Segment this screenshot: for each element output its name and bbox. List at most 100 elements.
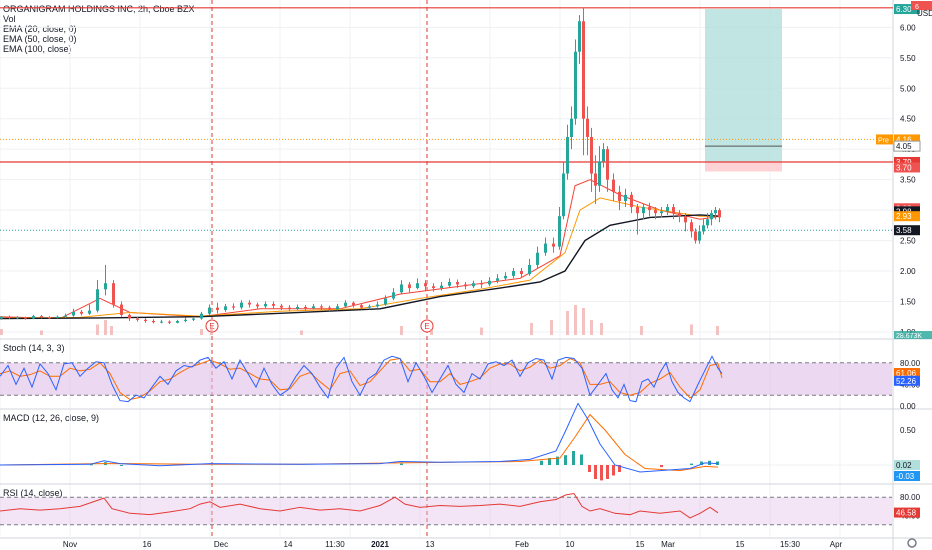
candle-body [152, 320, 155, 323]
candle-body [594, 173, 597, 186]
time-tick: Dec [214, 540, 228, 549]
candle-body [360, 305, 363, 308]
time-tick: 2021 [371, 540, 389, 549]
candle-body [96, 289, 99, 311]
candle-body [562, 173, 565, 217]
price-label-bg [894, 4, 920, 15]
volume-bar [640, 326, 643, 335]
time-tick: 14 [284, 540, 293, 549]
candle-body [248, 302, 251, 305]
candle-body [710, 213, 713, 220]
macd-hist-bar [580, 454, 583, 465]
candle-body [678, 213, 681, 217]
price-label-bg [894, 134, 920, 145]
candle-body [240, 302, 243, 308]
candle-body [602, 149, 605, 162]
volume-bar [110, 326, 113, 335]
candle-body [144, 319, 147, 321]
macd-hist-bar [700, 461, 703, 465]
time-tick: 15:30 [780, 540, 801, 549]
candle-body [416, 283, 419, 289]
candle-body [582, 21, 585, 119]
currency-label: USD [917, 9, 932, 18]
candle-body [586, 118, 589, 137]
volume-bar [430, 329, 433, 335]
stoch-legend: Stoch (14, 3, 3) [3, 343, 65, 353]
candle-body [544, 243, 547, 253]
settings-icon[interactable] [907, 538, 917, 548]
candle-body [232, 306, 235, 308]
candle-body [24, 317, 27, 319]
candle-body [618, 191, 621, 201]
rsi-band [0, 497, 892, 525]
legend-vol: Vol [3, 14, 16, 24]
price-label-bg [894, 156, 920, 167]
top-badge [911, 1, 932, 10]
candle-body [16, 317, 19, 319]
candle-body [566, 136, 569, 174]
time-tick: Apr [830, 540, 843, 549]
time-tick: 13 [426, 540, 435, 549]
volume-bar [530, 323, 533, 335]
price-tick: 1.50 [900, 297, 916, 306]
time-tick: Feb [515, 540, 529, 549]
volume-bar [590, 320, 593, 335]
price-label: 3.70 [896, 163, 912, 172]
target-zone [705, 9, 782, 162]
price-label-bg [894, 225, 920, 236]
candle-body [168, 321, 171, 323]
candle-body [304, 306, 307, 309]
legend-ema50: EMA (50, close, 0) [3, 34, 77, 44]
candle-body [400, 284, 403, 293]
stoch-d-label: 52.26 [896, 377, 917, 386]
price-label: 3.58 [896, 226, 912, 235]
candle-body [256, 304, 259, 307]
candle-body [642, 207, 645, 214]
candle-body [56, 316, 59, 318]
candle-body [570, 118, 573, 137]
price-label: 4.16 [896, 135, 912, 144]
macd-label-bg [894, 460, 920, 470]
candle-body [376, 304, 379, 307]
candle-body [606, 149, 609, 180]
macd-hist-bar [540, 460, 543, 465]
macd-hist-bar [564, 455, 567, 465]
macd-hist-bar [572, 451, 575, 465]
price-tick: 5.50 [900, 54, 916, 63]
macd-hist-bar [120, 465, 123, 466]
macd-line [0, 402, 719, 473]
macd-label: 0.02 [896, 461, 912, 470]
candle-body [690, 222, 693, 232]
macd-hist-bar [660, 465, 663, 468]
time-tick: 11:30 [325, 540, 345, 549]
rsi-tick: 80.00 [900, 493, 921, 502]
candle-body [698, 231, 701, 241]
candle-body [336, 306, 339, 310]
macd-hist-bar [90, 464, 93, 466]
candle-body [660, 211, 663, 214]
candle-body [512, 271, 515, 276]
stoch-tick: 80.00 [900, 359, 921, 368]
candle-body [440, 285, 443, 289]
time-tick: 15 [736, 540, 745, 549]
volume-label: 28.673K [896, 333, 922, 340]
candle-body [504, 275, 507, 279]
candle-body [558, 216, 561, 247]
candle-body [88, 310, 91, 314]
candle-body [496, 278, 499, 281]
pre-label: Pre [878, 137, 889, 144]
macd-hist-bar [600, 465, 603, 481]
stoch-band [0, 362, 892, 396]
candle-body [694, 231, 697, 241]
stoch-d [0, 357, 723, 401]
stoch-k-label: 61.06 [896, 369, 917, 378]
candle-body [160, 321, 163, 323]
candle-body [288, 307, 291, 309]
time-tick: 15 [636, 540, 645, 549]
candle-body [352, 302, 355, 306]
candle-body [480, 283, 483, 285]
candle-body [264, 303, 267, 307]
price-label-bg [894, 162, 920, 173]
price-label-bg [893, 140, 921, 152]
